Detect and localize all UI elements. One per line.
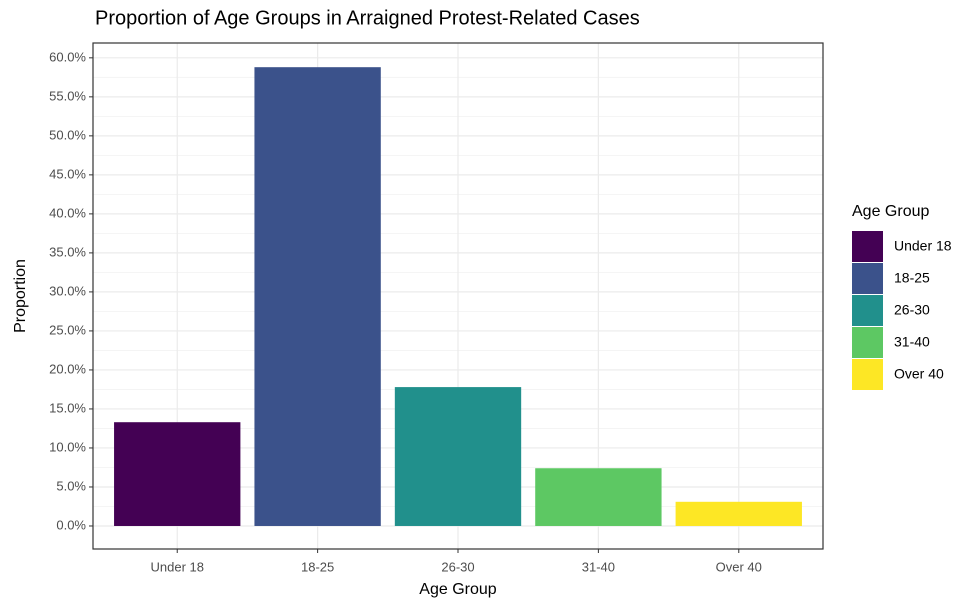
bar xyxy=(394,387,522,526)
legend-label: 26-30 xyxy=(894,302,930,318)
y-tick-label: 0.0% xyxy=(56,517,86,532)
x-tick-label: Under 18 xyxy=(150,559,203,574)
y-tick-label: 35.0% xyxy=(49,244,86,259)
plot-border xyxy=(92,42,824,550)
y-tick-label: 25.0% xyxy=(49,322,86,337)
bar xyxy=(114,422,241,526)
y-tick-label: 30.0% xyxy=(49,283,86,298)
legend-title: Age Group xyxy=(852,203,929,220)
bar xyxy=(675,501,802,526)
y-axis-label: Proportion xyxy=(12,259,29,333)
y-tick-label: 45.0% xyxy=(49,166,86,181)
x-tick-label: 26-30 xyxy=(441,559,474,574)
chart-title: Proportion of Age Groups in Arraigned Pr… xyxy=(95,7,640,29)
legend-label: 18-25 xyxy=(894,270,930,286)
legend-swatch xyxy=(852,231,883,262)
x-tick-label: 18-25 xyxy=(301,559,334,574)
y-tick-label: 55.0% xyxy=(49,88,86,103)
y-tick-label: 10.0% xyxy=(49,439,86,454)
y-tick-label: 5.0% xyxy=(56,478,86,493)
y-tick-label: 20.0% xyxy=(49,361,86,376)
legend-swatch xyxy=(852,327,883,358)
y-tick-label: 50.0% xyxy=(49,127,86,142)
legend-label: 31-40 xyxy=(894,334,930,350)
x-axis-label: Age Group xyxy=(419,581,496,598)
legend-label: Over 40 xyxy=(894,366,944,382)
y-tick-label: 40.0% xyxy=(49,205,86,220)
y-tick-label: 15.0% xyxy=(49,400,86,415)
x-tick-label: 31-40 xyxy=(582,559,615,574)
legend-swatch xyxy=(852,295,883,326)
y-tick-label: 60.0% xyxy=(49,49,86,64)
bar xyxy=(535,468,662,526)
legend-swatch xyxy=(852,359,883,390)
x-tick-label: Over 40 xyxy=(716,559,762,574)
bar xyxy=(254,67,381,526)
legend-swatch xyxy=(852,263,883,294)
legend-label: Under 18 xyxy=(894,238,952,254)
